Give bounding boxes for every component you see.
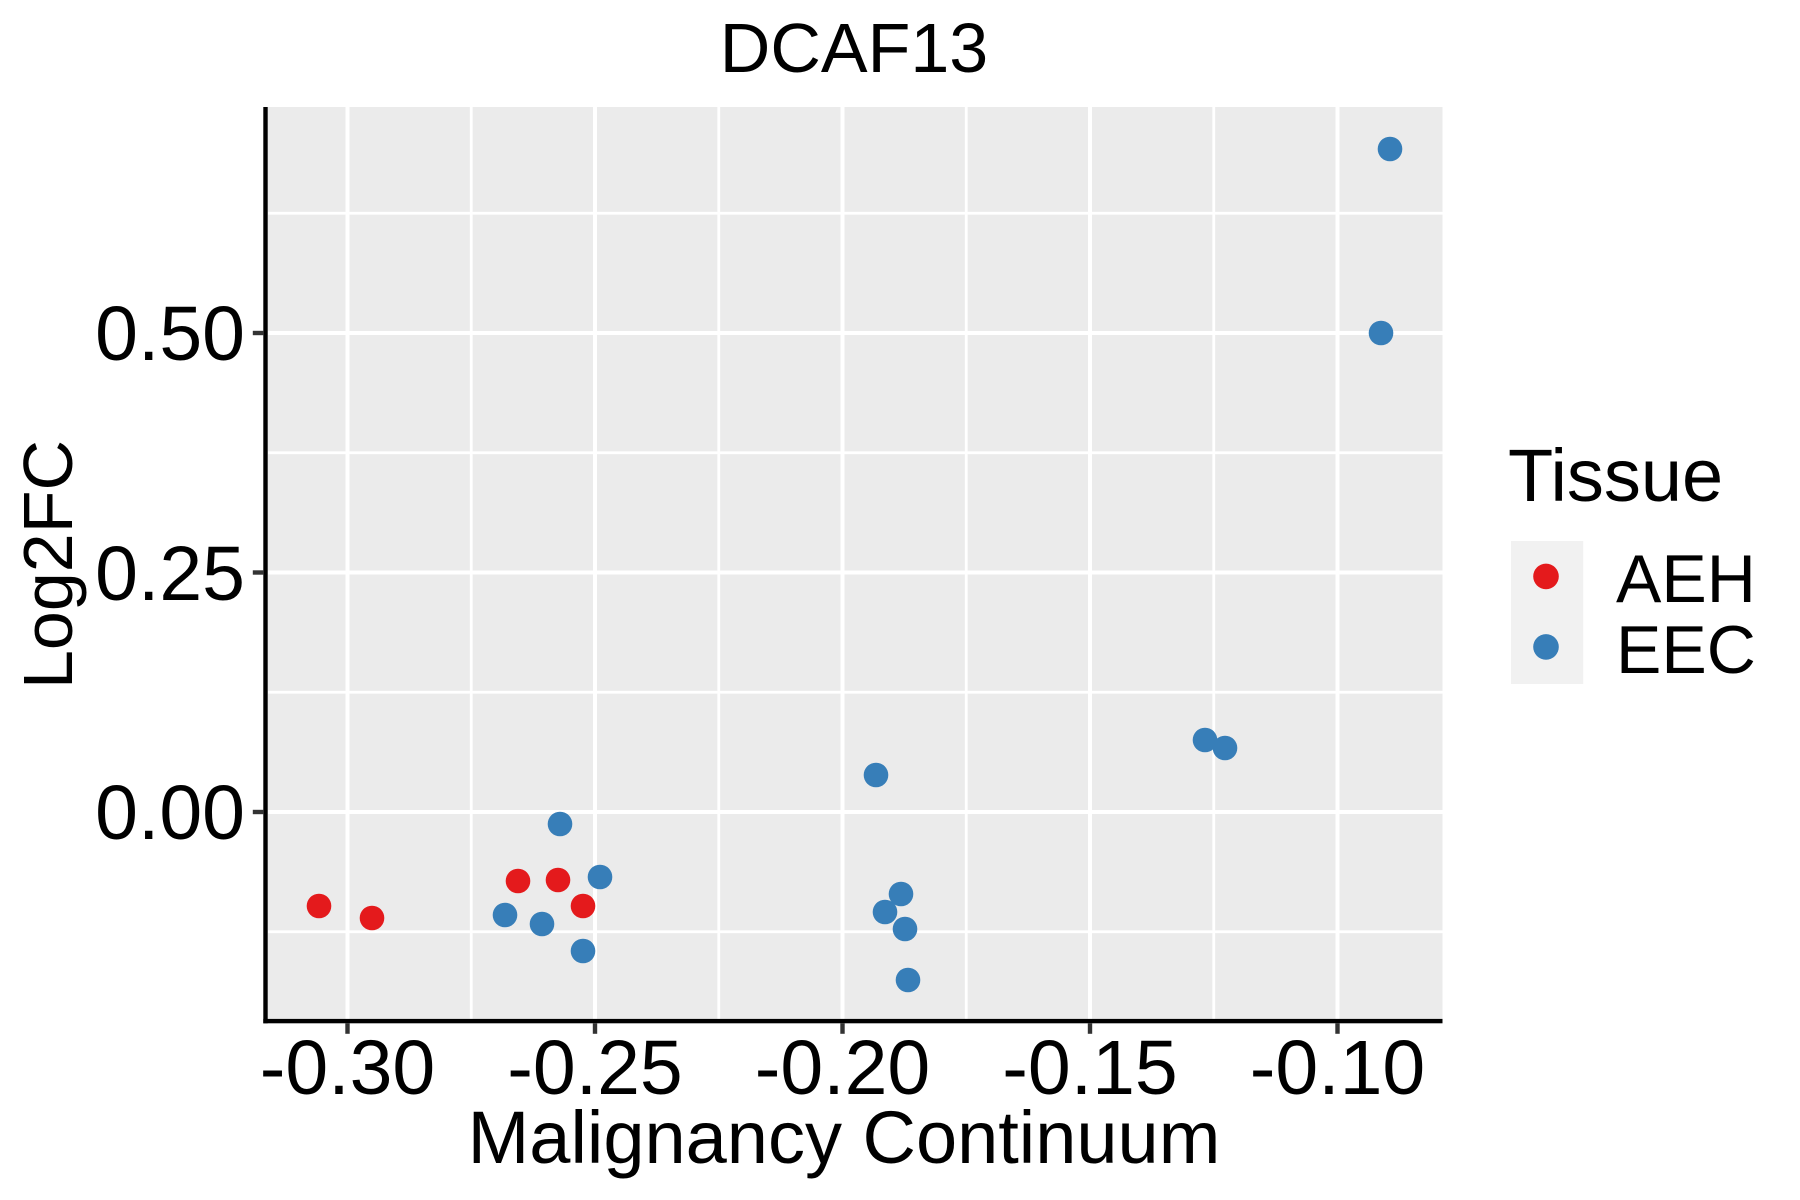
svg-text:AEH: AEH — [1616, 541, 1756, 617]
svg-text:EEC: EEC — [1616, 612, 1756, 688]
svg-text:-0.15: -0.15 — [1002, 1025, 1178, 1111]
svg-text:Log2FC: Log2FC — [9, 440, 87, 689]
svg-text:-0.10: -0.10 — [1250, 1025, 1426, 1111]
svg-text:Malignancy Continuum: Malignancy Continuum — [468, 1096, 1221, 1179]
svg-text:0.25: 0.25 — [95, 531, 245, 617]
svg-text:DCAF13: DCAF13 — [720, 9, 988, 87]
svg-text:-0.30: -0.30 — [260, 1025, 436, 1111]
svg-text:-0.20: -0.20 — [755, 1025, 931, 1111]
svg-text:-0.25: -0.25 — [507, 1025, 683, 1111]
svg-text:Tissue: Tissue — [1508, 434, 1723, 517]
svg-text:0.50: 0.50 — [95, 291, 245, 377]
svg-text:0.00: 0.00 — [95, 770, 245, 856]
